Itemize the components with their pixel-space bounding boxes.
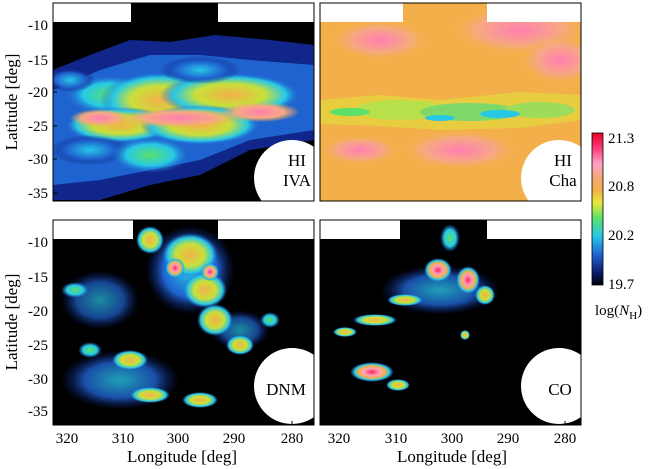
- y-tick-label: -35: [28, 404, 48, 420]
- y-tick-label: -30: [28, 372, 48, 388]
- y-tick-label: -10: [28, 235, 48, 251]
- panel-hi-cha: [320, 3, 581, 201]
- x-axis-label: Longitude [deg]: [127, 447, 237, 466]
- colorbar: 21.3 20.8 20.2 19.7 log(NH): [591, 131, 642, 322]
- panel-dnm-frame: [52, 219, 315, 426]
- x-axis-label: Longitude [deg]: [397, 447, 507, 466]
- y-axis-top: -10 -15 -20 -25 -30 -35: [28, 18, 57, 202]
- x-tick-label: 300: [167, 431, 190, 447]
- y-tick-label: -15: [28, 270, 48, 286]
- colorbar-tick: 20.2: [608, 228, 634, 244]
- colorbar-tick: 20.8: [608, 179, 634, 195]
- y-tick-label: -20: [28, 304, 48, 320]
- x-tick-label: 320: [56, 431, 79, 447]
- y-tick-label: -35: [28, 186, 48, 202]
- x-tick-label: 310: [112, 431, 135, 447]
- panel-hi-cha-label-2: Cha: [549, 171, 577, 190]
- y-axis-label: Latitude [deg]: [2, 274, 21, 371]
- x-tick-label: 280: [554, 431, 577, 447]
- x-tick-label: 320: [328, 431, 351, 447]
- colorbar-tick: 21.3: [608, 131, 634, 147]
- panel-hi-cha-label-1: HI: [554, 151, 572, 170]
- panel-co-label: CO: [548, 380, 572, 399]
- colorbar-gradient: [591, 132, 604, 286]
- panel-hi-iva-label-1: HI: [288, 151, 306, 170]
- x-tick-label: 290: [497, 431, 520, 447]
- panel-hi-iva: [53, 3, 314, 201]
- x-axis-right: 320 310 300 290 280: [328, 421, 577, 447]
- x-tick-label: 310: [385, 431, 408, 447]
- x-tick-label: 300: [441, 431, 464, 447]
- y-axis-label: Latitude [deg]: [2, 54, 21, 151]
- y-tick-label: -25: [28, 338, 48, 354]
- panel-dnm-label: DNM: [266, 380, 306, 399]
- y-tick-label: -15: [28, 53, 48, 69]
- y-tick-label: -20: [28, 85, 48, 101]
- y-tick-label: -30: [28, 152, 48, 168]
- colorbar-tick: 19.7: [608, 277, 635, 293]
- panel-co-frame: [319, 219, 582, 426]
- y-tick-label: -25: [28, 119, 48, 135]
- panel-dnm: [53, 220, 314, 425]
- x-axis-left: 320 310 300 290 280: [56, 421, 304, 447]
- x-tick-label: 280: [281, 431, 304, 447]
- panel-hi-iva-label-2: IVA: [283, 171, 312, 190]
- panel-hi-iva-frame: [52, 2, 315, 202]
- x-tick-label: 290: [223, 431, 246, 447]
- y-tick-label: -10: [28, 18, 48, 34]
- panel-co: [320, 220, 581, 425]
- panel-hi-cha-frame: [319, 2, 582, 202]
- y-axis-bottom: -10 -15 -20 -25 -30 -35: [28, 235, 57, 420]
- colorbar-label: log(NH): [595, 303, 642, 322]
